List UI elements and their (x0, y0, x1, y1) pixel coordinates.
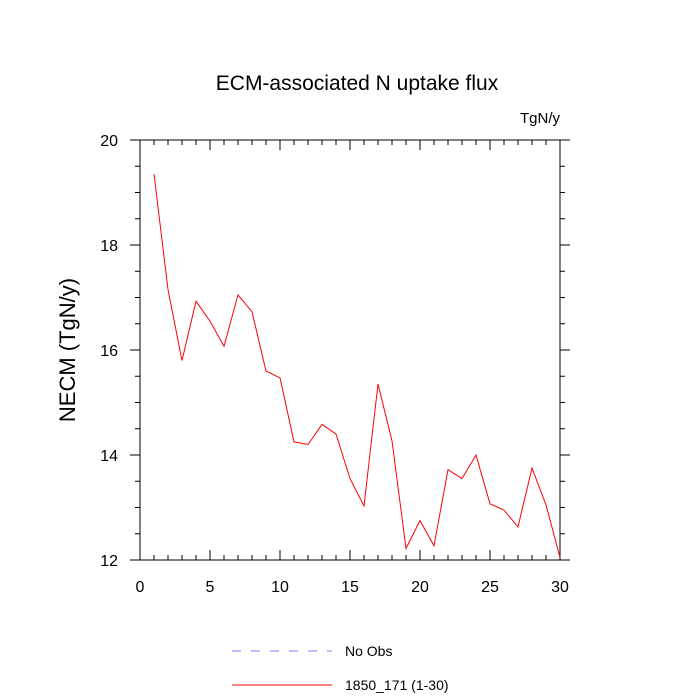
series-line (153, 174, 561, 558)
y-axis-label: NECM (TgN/y) (55, 278, 80, 422)
plot-frame (139, 139, 561, 561)
x-tick-label: 15 (341, 579, 359, 596)
y-tick-label: 12 (100, 553, 118, 570)
y-tick-label: 20 (100, 133, 118, 150)
x-tick-label: 0 (136, 579, 145, 596)
ticks-layer (130, 139, 570, 561)
y-tick-label: 16 (100, 343, 118, 360)
series-layer (153, 174, 561, 558)
legend-label: 1850_171 (1-30) (345, 677, 449, 693)
units-label: TgN/y (520, 110, 561, 127)
x-tick-label: 25 (481, 579, 499, 596)
x-tick-label: 30 (551, 579, 569, 596)
x-tick-label: 20 (411, 579, 429, 596)
tick-labels-layer: 0 5 10 15 20 25 30 12 14 16 18 20 (100, 133, 569, 596)
x-tick-label: 10 (271, 579, 289, 596)
y-tick-label: 14 (100, 448, 118, 465)
legend: No Obs 1850_171 (1-30) (232, 643, 449, 693)
x-tick-label: 5 (206, 579, 215, 596)
chart-title: ECM-associated N uptake flux (216, 72, 499, 95)
y-tick-label: 18 (100, 238, 118, 255)
legend-label: No Obs (345, 643, 392, 659)
